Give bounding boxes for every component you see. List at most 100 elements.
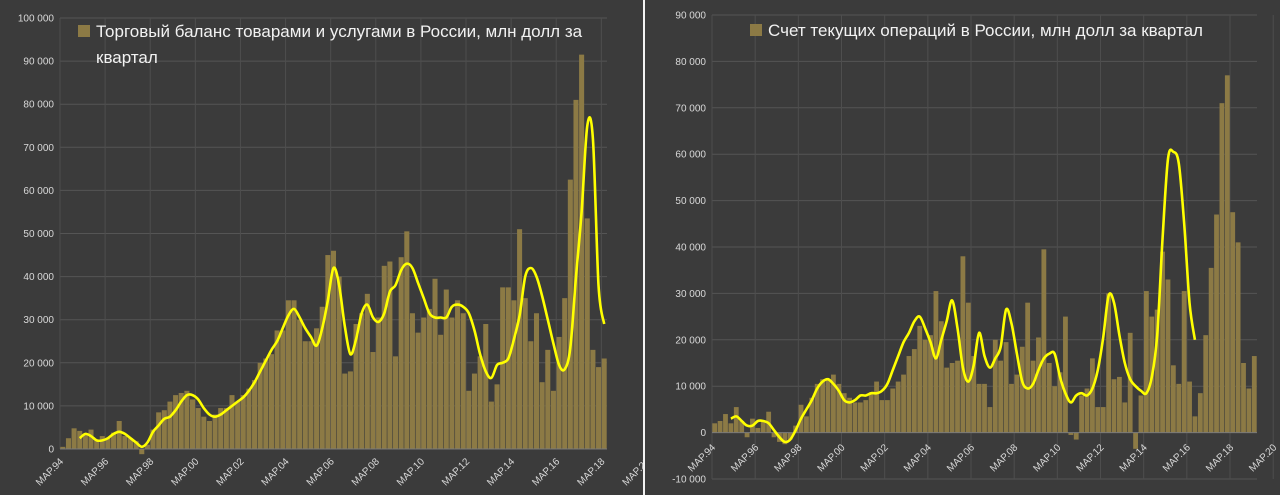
bar [274, 330, 280, 449]
bar [982, 383, 987, 433]
bar [156, 412, 162, 449]
bar [809, 397, 815, 433]
bar [82, 433, 88, 449]
bar [1143, 291, 1149, 433]
x-tick-label: MAP.94 [686, 442, 718, 474]
bar [1019, 346, 1025, 433]
bar [1235, 242, 1241, 433]
bar [353, 324, 359, 449]
bar [330, 250, 337, 449]
legend-swatch [78, 25, 90, 37]
bar [263, 358, 269, 449]
y-tick-label: 0 [700, 428, 706, 439]
y-tick-label: 30 000 [23, 315, 54, 326]
bar [184, 390, 190, 449]
bar [890, 388, 896, 433]
bar [449, 317, 455, 449]
bar [976, 383, 982, 433]
bar [71, 428, 77, 449]
bar [879, 400, 885, 433]
bar [223, 408, 229, 449]
x-tick-label: MAP.00 [816, 442, 848, 474]
bar [933, 291, 939, 433]
bar [820, 379, 826, 433]
bar [195, 408, 201, 449]
bar [728, 423, 734, 433]
bar [212, 414, 218, 449]
bar [545, 349, 551, 449]
bar [998, 360, 1004, 433]
bar [139, 449, 145, 455]
x-tick-label: MAP.06 [945, 442, 977, 474]
x-tick-label: MAP.96 [79, 456, 111, 488]
bar [466, 390, 472, 449]
bar [1052, 386, 1058, 433]
bar [1014, 374, 1020, 433]
bar [836, 383, 842, 433]
bar [94, 440, 100, 449]
bar [528, 341, 534, 449]
x-tick-label: MAP.00 [169, 456, 201, 488]
bar [1046, 363, 1052, 433]
legend-label: Счет текущих операций в России, млн долл… [768, 21, 1203, 40]
bar [173, 395, 179, 449]
y-tick-label: 10 000 [675, 382, 706, 393]
bar [150, 429, 156, 449]
x-tick-label: MAP.02 [215, 456, 247, 488]
y-tick-label: 20 000 [675, 335, 706, 346]
bar [717, 421, 723, 433]
bar [771, 432, 777, 438]
x-tick-label: MAP.16 [1161, 442, 1193, 474]
bar [268, 354, 274, 449]
bar [393, 356, 399, 449]
bar [804, 416, 809, 433]
bar [1009, 383, 1014, 433]
bar [308, 341, 314, 449]
bar [831, 374, 836, 433]
y-tick-label: 0 [48, 445, 54, 456]
bar [755, 427, 761, 433]
bar [712, 423, 718, 433]
x-tick-label: MAP.04 [260, 456, 292, 488]
x-tick-label: MAP.10 [1031, 442, 1063, 474]
legend-label: Торговый баланс товарами и услугами в Ро… [96, 22, 583, 41]
bar [483, 324, 489, 449]
bar [1187, 381, 1192, 433]
bar [906, 356, 912, 433]
bar [432, 278, 438, 449]
bar [285, 300, 291, 449]
bar [928, 335, 933, 433]
bar [1246, 388, 1252, 433]
bar [901, 374, 906, 433]
y-tick-label: 60 000 [23, 186, 54, 197]
bar [77, 430, 83, 449]
trend-line [730, 148, 1197, 444]
bar [1251, 356, 1257, 433]
bar [1138, 395, 1144, 433]
bar [847, 397, 852, 433]
bar [955, 360, 960, 433]
x-tick-label: MAP.98 [772, 442, 804, 474]
bar [1197, 393, 1203, 433]
bar [252, 380, 258, 449]
y-tick-label: -10 000 [672, 475, 706, 486]
bar [1036, 337, 1041, 433]
bar [471, 373, 477, 449]
bar [1117, 376, 1122, 433]
bar [404, 231, 410, 449]
bar [415, 332, 421, 449]
bar [190, 399, 196, 449]
bar [1208, 267, 1214, 433]
bar [302, 341, 308, 449]
bar [421, 317, 427, 449]
x-tick-label: MAP.04 [902, 442, 934, 474]
x-tick-label: MAP.08 [988, 442, 1020, 474]
bar [364, 293, 370, 449]
bar [381, 265, 387, 449]
bar [601, 358, 607, 449]
bar [460, 313, 466, 449]
bar [760, 421, 766, 433]
bar [314, 328, 320, 449]
x-tick-label: MAP.08 [350, 456, 382, 488]
bar [852, 402, 858, 433]
